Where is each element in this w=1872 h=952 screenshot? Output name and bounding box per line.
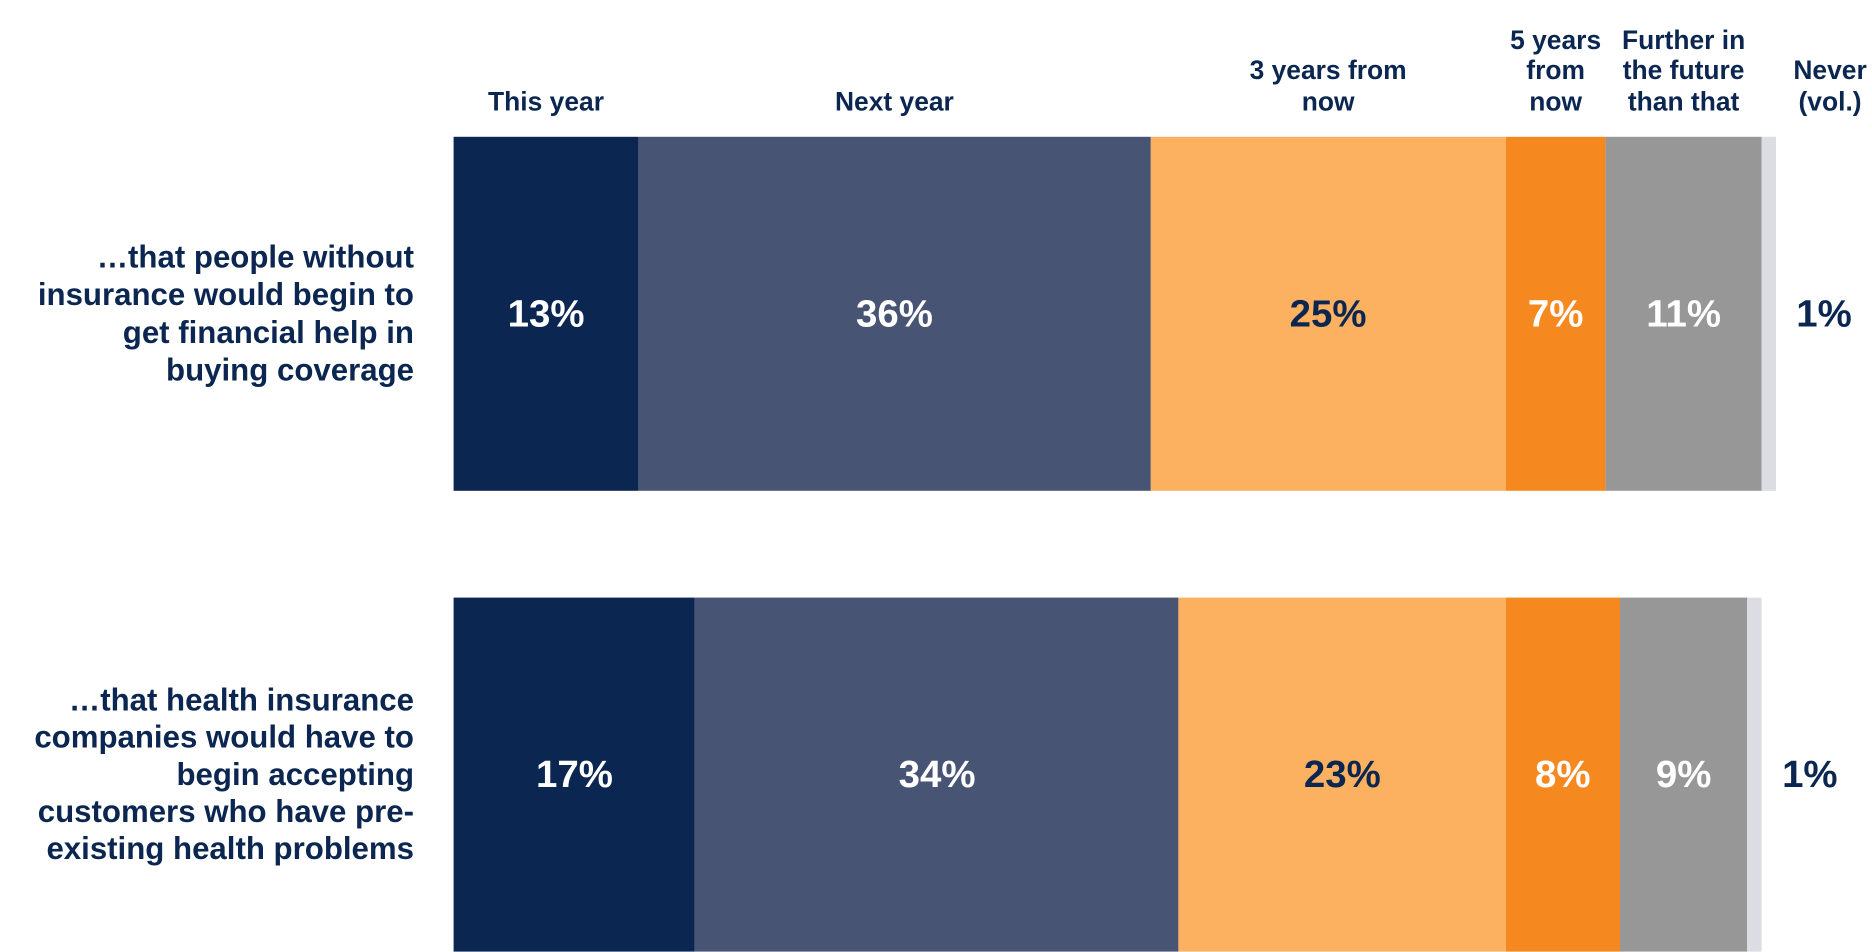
legend-label: 5 years from now (1510, 25, 1602, 117)
legend-label: 3 years from now (1249, 55, 1407, 117)
legend-label: Never (vol.) (1793, 55, 1867, 117)
bar-segment (453, 597, 696, 952)
value-label: 1% (1796, 291, 1852, 335)
value-label: 8% (1534, 752, 1591, 796)
value-label: 34% (898, 752, 976, 796)
bar-segment (1605, 136, 1762, 491)
value-label: 7% (1527, 291, 1584, 335)
value-label: 13% (507, 291, 585, 335)
bar-segment (1505, 597, 1620, 952)
bar-segment (1747, 597, 1762, 952)
bar-segment (1761, 136, 1777, 491)
value-label: 17% (536, 752, 613, 796)
bar-segment (453, 136, 639, 491)
value-label: 23% (1303, 752, 1381, 796)
bar-segment (638, 136, 1151, 491)
value-label: 11% (1646, 291, 1721, 335)
legend-label: Next year (834, 86, 954, 117)
bar-segment (1178, 597, 1506, 952)
bar-segment (1505, 136, 1606, 491)
bar-segment (695, 597, 1179, 952)
bar-segment (1619, 597, 1748, 952)
value-label: 1% (1782, 752, 1838, 796)
bar-segment (1150, 136, 1506, 491)
legend-label: This year (488, 86, 604, 117)
legend-label: Further in the future than that (1622, 25, 1746, 117)
row-label: …that health insurance companies would h… (34, 681, 415, 867)
value-label: 36% (855, 291, 933, 335)
value-label: 25% (1289, 291, 1367, 335)
row-label: …that people without insurance would beg… (37, 238, 415, 388)
value-label: 9% (1655, 752, 1712, 796)
